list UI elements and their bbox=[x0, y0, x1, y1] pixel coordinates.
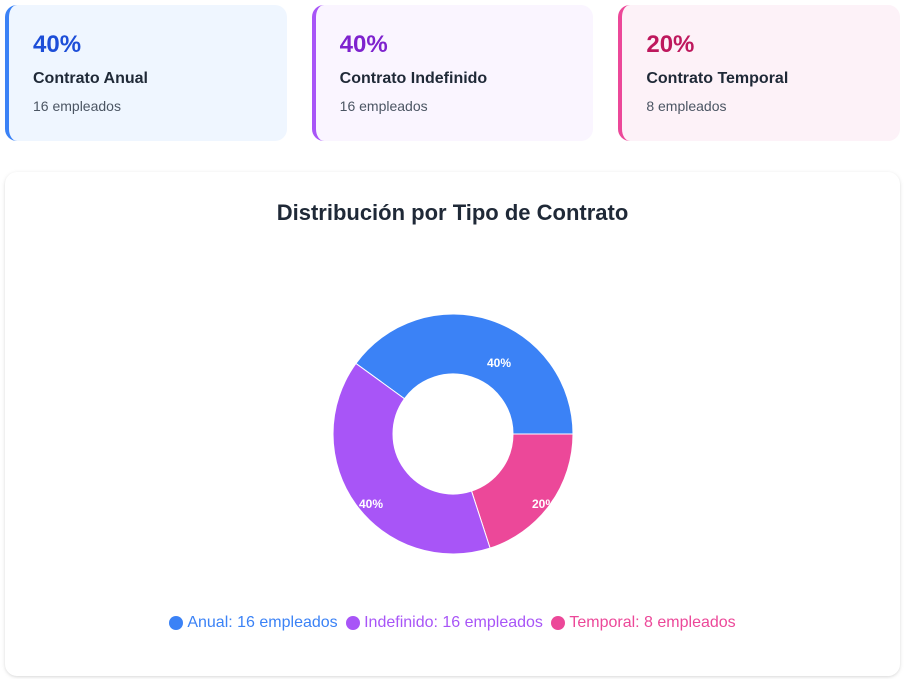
legend-item-temporal[interactable]: Temporal: 8 empleados bbox=[551, 614, 736, 632]
legend-dot-icon bbox=[551, 616, 566, 630]
legend-dot-icon bbox=[346, 616, 361, 630]
stat-card-indefinido: 40% Contrato Indefinido 16 empleados bbox=[311, 5, 594, 141]
stat-value: 40% bbox=[33, 31, 82, 58]
chart-legend: Anual: 16 empleados Indefinido: 16 emple… bbox=[5, 614, 900, 635]
stat-title: Contrato Anual bbox=[33, 70, 148, 87]
stat-title: Contrato Indefinido bbox=[339, 70, 488, 87]
stat-title: Contrato Temporal bbox=[646, 70, 789, 87]
stat-value: 40% bbox=[339, 31, 388, 58]
legend-label: Indefinido: 16 empleados bbox=[364, 614, 543, 631]
legend-item-indefinido[interactable]: Indefinido: 16 empleados bbox=[346, 614, 543, 632]
legend-item-anual[interactable]: Anual: 16 empleados bbox=[169, 614, 338, 632]
stat-subtitle: 8 empleados bbox=[646, 98, 727, 114]
stat-card-anual: 40% Contrato Anual 16 empleados bbox=[5, 5, 287, 141]
stat-subtitle: 16 empleados bbox=[339, 98, 428, 114]
stats-row: 40% Contrato Anual 16 empleados 40% Cont… bbox=[5, 5, 901, 141]
legend-label: Anual: 16 empleados bbox=[187, 614, 338, 631]
stat-card-temporal: 20% Contrato Temporal 8 empleados bbox=[618, 5, 901, 141]
slice-anual[interactable] bbox=[355, 314, 573, 435]
slice-label-anual: 40% bbox=[487, 356, 511, 370]
legend-label: Temporal: 8 empleados bbox=[569, 614, 736, 631]
stat-value: 20% bbox=[646, 31, 695, 58]
slice-temporal[interactable] bbox=[470, 433, 573, 549]
slice-label-indefinido: 40% bbox=[359, 497, 383, 511]
chart-title: Distribución por Tipo de Contrato bbox=[276, 200, 629, 225]
stat-subtitle: 16 empleados bbox=[33, 98, 121, 114]
slice-label-temporal: 20% bbox=[532, 497, 556, 511]
legend-dot-icon bbox=[169, 616, 184, 630]
chart-card: Distribución por Tipo de Contrato 40% 40… bbox=[5, 172, 900, 676]
donut-chart: 40% 40% 20% bbox=[333, 314, 573, 554]
slice-indefinido[interactable] bbox=[333, 362, 491, 554]
